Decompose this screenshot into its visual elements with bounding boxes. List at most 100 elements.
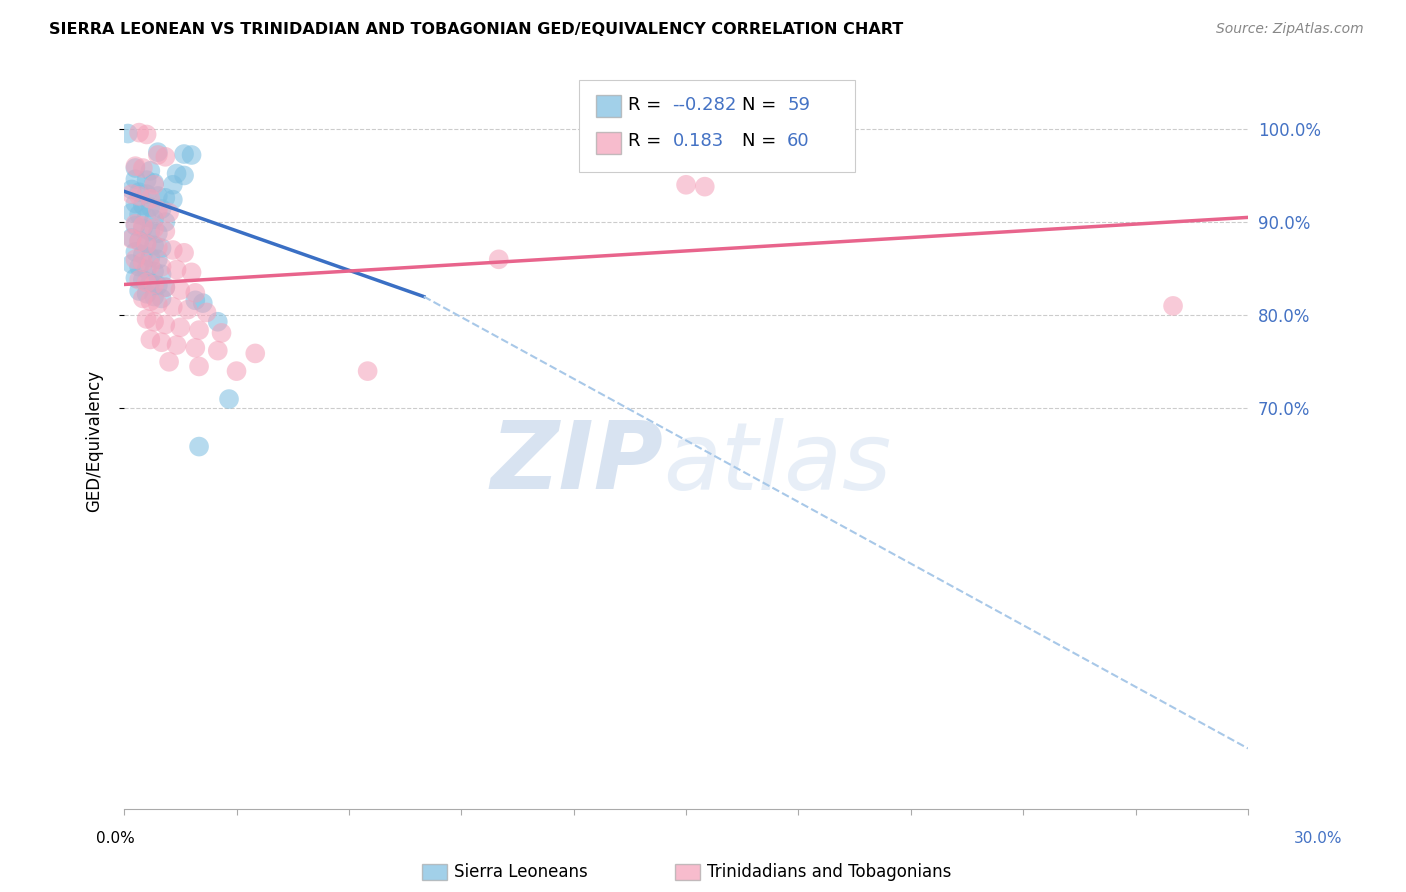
Point: [162, 193, 184, 207]
Point: [218, 392, 240, 406]
Point: [146, 226, 169, 240]
Point: [180, 265, 202, 279]
Point: [143, 289, 166, 303]
Point: [139, 163, 162, 178]
Text: 60: 60: [787, 132, 810, 151]
Point: [128, 126, 150, 140]
Point: [177, 302, 200, 317]
Point: [188, 359, 211, 374]
FancyBboxPatch shape: [579, 80, 855, 172]
Point: [135, 262, 157, 277]
Point: [132, 161, 155, 175]
Point: [135, 312, 157, 326]
Point: [146, 202, 169, 217]
Point: [132, 273, 155, 287]
Point: [132, 219, 155, 233]
Point: [150, 267, 173, 281]
Point: [162, 300, 184, 314]
Point: [139, 192, 162, 206]
Text: Sierra Leoneans: Sierra Leoneans: [454, 863, 588, 881]
Point: [146, 240, 169, 254]
Point: [132, 221, 155, 235]
Point: [139, 200, 162, 214]
Text: N =: N =: [742, 95, 782, 113]
Point: [135, 187, 157, 202]
Point: [128, 260, 150, 274]
Point: [146, 297, 169, 311]
Point: [150, 202, 173, 216]
Point: [124, 271, 146, 285]
Point: [157, 355, 180, 369]
Point: [128, 273, 150, 287]
Point: [143, 221, 166, 235]
Point: [128, 186, 150, 200]
Point: [124, 244, 146, 259]
Point: [121, 257, 143, 271]
Text: R =: R =: [627, 95, 666, 113]
Text: 30.0%: 30.0%: [1295, 831, 1343, 847]
Point: [166, 262, 188, 277]
Point: [184, 341, 207, 355]
Point: [135, 236, 157, 251]
Point: [195, 305, 218, 319]
Point: [128, 284, 150, 298]
Point: [675, 178, 697, 192]
Point: [117, 127, 139, 141]
Point: [121, 205, 143, 219]
Point: [173, 245, 195, 260]
Point: [150, 335, 173, 350]
Point: [155, 280, 177, 294]
Point: [128, 208, 150, 222]
Point: [143, 264, 166, 278]
Point: [128, 235, 150, 249]
Point: [162, 243, 184, 257]
Text: 59: 59: [787, 95, 810, 113]
Point: [155, 150, 177, 164]
Point: [139, 276, 162, 290]
Point: [173, 169, 195, 183]
Point: [135, 211, 157, 225]
Point: [166, 338, 188, 352]
FancyBboxPatch shape: [596, 132, 621, 154]
Text: SIERRA LEONEAN VS TRINIDADIAN AND TOBAGONIAN GED/EQUIVALENCY CORRELATION CHART: SIERRA LEONEAN VS TRINIDADIAN AND TOBAGO…: [49, 22, 904, 37]
Point: [135, 276, 157, 290]
Point: [166, 167, 188, 181]
Point: [146, 189, 169, 203]
Point: [132, 198, 155, 212]
Point: [143, 238, 166, 252]
Point: [139, 224, 162, 238]
Text: atlas: atlas: [664, 417, 891, 508]
Point: [155, 280, 177, 294]
Text: N =: N =: [742, 132, 782, 151]
Text: R =: R =: [627, 132, 672, 151]
Point: [191, 296, 214, 310]
Point: [132, 292, 155, 306]
Point: [135, 237, 157, 252]
Point: [693, 179, 716, 194]
Point: [143, 212, 166, 227]
Point: [135, 128, 157, 142]
Point: [124, 196, 146, 211]
Point: [135, 286, 157, 301]
Point: [146, 278, 169, 293]
Point: [225, 364, 247, 378]
Point: [155, 191, 177, 205]
Point: [211, 326, 233, 340]
Point: [155, 224, 177, 238]
Point: [139, 333, 162, 347]
Text: 0.0%: 0.0%: [96, 831, 135, 847]
Point: [207, 315, 229, 329]
Point: [121, 182, 143, 196]
Point: [245, 346, 267, 360]
Point: [155, 318, 177, 332]
Point: [169, 283, 191, 297]
Point: [207, 343, 229, 358]
Point: [124, 217, 146, 231]
Point: [139, 294, 162, 309]
Point: [124, 172, 146, 186]
Point: [184, 285, 207, 300]
Point: [169, 320, 191, 334]
Point: [356, 364, 378, 378]
Point: [143, 178, 166, 192]
Text: 0.183: 0.183: [672, 132, 724, 151]
